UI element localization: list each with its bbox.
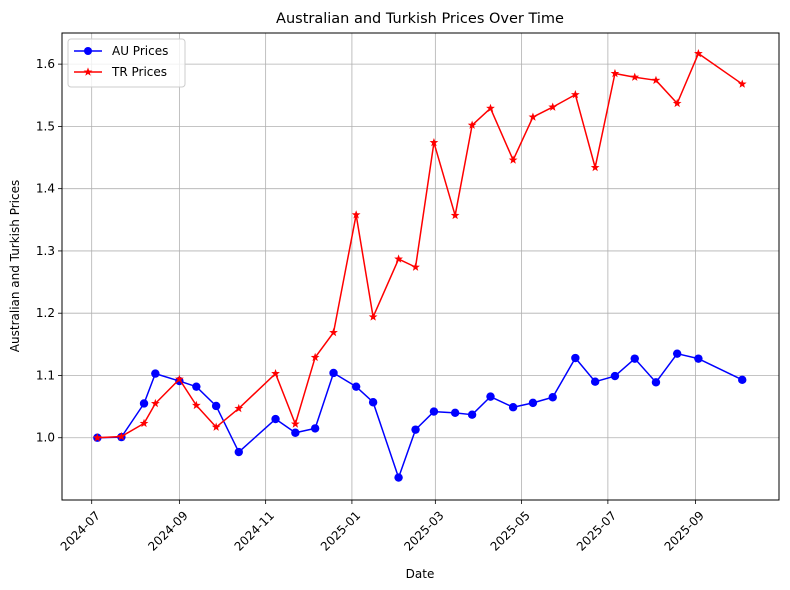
au-price-point — [651, 378, 661, 387]
tr-price-point — [590, 162, 600, 172]
tr-price-point — [570, 90, 580, 99]
tr-price-point — [672, 98, 682, 108]
au-price-point — [411, 425, 420, 434]
tr-price-point — [234, 403, 244, 413]
au-price-point — [528, 398, 538, 408]
series-layer — [92, 48, 747, 482]
y-tick-label: 1.1 — [36, 368, 55, 382]
au-price-point — [694, 354, 703, 363]
tr-price-point — [368, 312, 378, 321]
y-tick-label: 1.5 — [36, 119, 55, 133]
tr-price-point — [610, 68, 620, 78]
tr-price-point — [651, 75, 661, 85]
au-price-point — [738, 375, 747, 385]
au-price-point — [310, 424, 320, 433]
plot-area-frame — [61, 32, 780, 501]
y-tick-label: 1.6 — [36, 57, 55, 71]
tr-price-point — [117, 431, 126, 441]
tr-price-point — [548, 102, 558, 111]
au-price-point — [394, 473, 403, 482]
y-axis-label: Australian and Turkish Prices — [8, 180, 22, 352]
legend-au-label: AU Prices — [112, 44, 168, 58]
tr-price-point — [211, 422, 221, 431]
au-price-point — [548, 393, 557, 402]
legend-au-marker — [84, 47, 92, 55]
tr-price-point — [150, 398, 160, 408]
au-price-point — [630, 354, 639, 363]
au-price-point — [672, 349, 682, 358]
tr-price-point — [271, 369, 280, 378]
tr-price-point — [329, 327, 338, 337]
legend-tr-label: TR Prices — [111, 65, 167, 79]
au-price-point — [192, 382, 201, 391]
y-axis-ticks: 1.0 1.1 1.2 1.3 1.4 1.5 1.6 — [36, 57, 62, 445]
tr-price-point — [486, 103, 495, 113]
tr-price-point — [310, 352, 320, 362]
au-price-point — [486, 392, 495, 401]
au-price-point — [291, 428, 300, 437]
au-price-point — [329, 368, 338, 378]
chart-title: Australian and Turkish Prices Over Time — [276, 11, 564, 27]
au-price-point — [234, 447, 243, 457]
tr-price-point — [508, 155, 518, 164]
tr-price-point — [450, 210, 460, 220]
au-price-point — [351, 382, 361, 391]
y-tick-label: 1.2 — [36, 306, 55, 320]
au-price-point — [467, 410, 477, 419]
au-price-point — [429, 407, 439, 416]
tr-price-point — [351, 210, 361, 219]
au-price-point — [610, 371, 620, 381]
au-price-point — [271, 414, 280, 424]
grid-lines — [62, 33, 779, 500]
tr-price-point — [737, 79, 747, 88]
legend-tr-marker — [83, 67, 93, 76]
legend: AU Prices TR Prices — [67, 38, 186, 88]
tr-price-point — [175, 374, 184, 383]
tr-price-point — [191, 400, 201, 410]
tr-price-point — [92, 433, 102, 442]
au-price-point — [368, 398, 378, 407]
tr-price-point — [290, 419, 300, 428]
au-price-point — [508, 403, 518, 412]
au-price-point — [590, 377, 600, 386]
au-price-point — [450, 408, 460, 418]
tr-price-point — [394, 254, 403, 263]
y-tick-label: 1.3 — [36, 244, 55, 258]
tr-price-point — [528, 112, 538, 121]
tr-price-point — [694, 48, 703, 58]
au-price-point — [139, 399, 149, 408]
au-price-point — [571, 353, 580, 363]
tr-price-point — [411, 262, 420, 271]
y-tick-label: 1.0 — [36, 431, 55, 445]
tr-price-point — [630, 72, 640, 81]
au-price-point — [211, 401, 221, 411]
x-axis-label: Date — [406, 567, 435, 581]
tr-price-point — [467, 120, 477, 129]
tr-price-point — [429, 137, 439, 147]
tr-price-point — [139, 418, 149, 428]
y-tick-label: 1.4 — [36, 182, 55, 196]
au-price-point — [151, 369, 160, 378]
